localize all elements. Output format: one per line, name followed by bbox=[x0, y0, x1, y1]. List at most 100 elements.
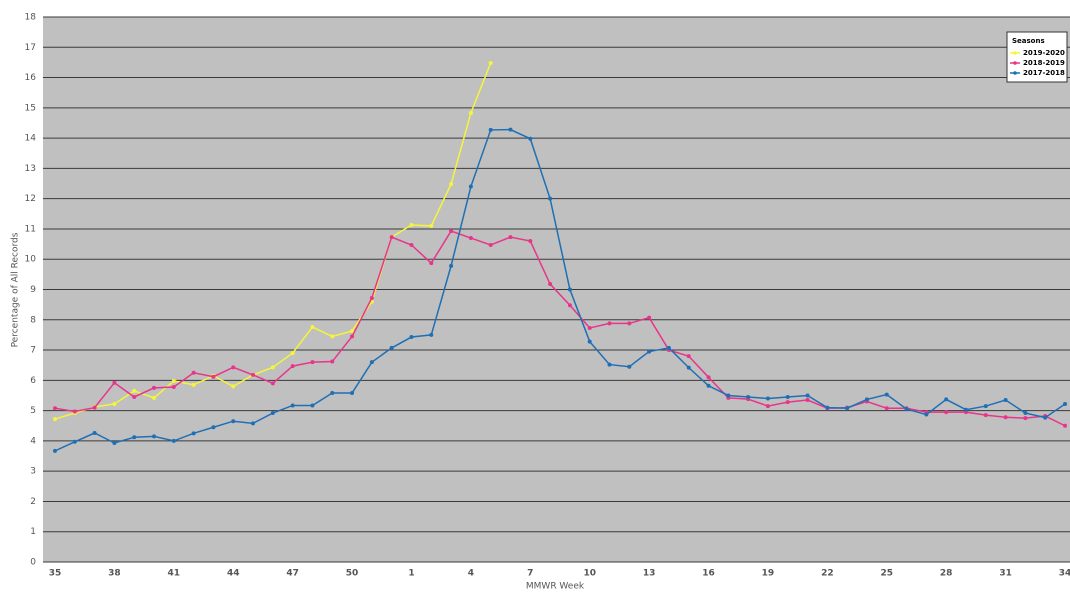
data-point bbox=[152, 395, 157, 400]
y-tick-label: 3 bbox=[30, 467, 36, 477]
x-tick-label: 22 bbox=[821, 569, 834, 579]
data-point bbox=[449, 263, 454, 268]
data-point bbox=[528, 136, 533, 141]
data-point bbox=[607, 321, 612, 326]
legend-label: 2019-2020 bbox=[1023, 49, 1065, 57]
data-point bbox=[1063, 401, 1067, 406]
data-point bbox=[231, 365, 236, 370]
data-point bbox=[567, 287, 572, 292]
x-tick-label: 25 bbox=[880, 569, 893, 579]
data-point bbox=[350, 328, 355, 333]
data-point bbox=[92, 431, 97, 436]
y-tick-label: 13 bbox=[25, 164, 36, 174]
data-point bbox=[389, 345, 394, 350]
y-tick-label: 15 bbox=[25, 103, 36, 113]
data-point bbox=[1003, 398, 1008, 403]
data-point bbox=[963, 407, 968, 412]
data-point bbox=[191, 382, 196, 387]
data-point bbox=[350, 334, 355, 339]
data-point bbox=[152, 385, 157, 390]
y-tick-label: 16 bbox=[25, 73, 37, 83]
x-tick-label: 50 bbox=[346, 569, 359, 579]
x-tick-label: 41 bbox=[168, 569, 181, 579]
data-point bbox=[132, 435, 137, 440]
data-point bbox=[191, 431, 196, 436]
data-point bbox=[983, 404, 988, 409]
data-point bbox=[310, 325, 315, 330]
data-point bbox=[587, 339, 592, 344]
y-axis-label: Percentage of All Records bbox=[11, 232, 21, 347]
data-point bbox=[429, 223, 434, 228]
data-point bbox=[548, 282, 553, 287]
data-point bbox=[72, 439, 77, 444]
data-point bbox=[765, 396, 770, 401]
x-tick-label: 44 bbox=[227, 569, 240, 579]
data-point bbox=[924, 412, 929, 417]
data-point bbox=[983, 413, 988, 418]
data-point bbox=[112, 441, 117, 446]
data-point bbox=[884, 392, 889, 397]
y-tick-label: 8 bbox=[30, 315, 36, 325]
data-point bbox=[290, 364, 295, 369]
data-point bbox=[785, 400, 790, 405]
legend-label: 2018-2019 bbox=[1023, 59, 1065, 67]
data-point bbox=[270, 365, 275, 370]
data-point bbox=[369, 295, 374, 300]
y-tick-label: 1 bbox=[30, 527, 36, 537]
y-tick-label: 18 bbox=[25, 13, 37, 23]
y-tick-label: 0 bbox=[30, 558, 36, 568]
data-point bbox=[1063, 423, 1067, 428]
x-tick-label: 34 bbox=[1059, 569, 1070, 579]
data-point bbox=[330, 334, 335, 339]
x-tick-label: 47 bbox=[286, 569, 299, 579]
data-point bbox=[369, 360, 374, 365]
data-point bbox=[488, 127, 493, 132]
data-point bbox=[686, 365, 691, 370]
data-point bbox=[251, 421, 256, 426]
data-point bbox=[132, 388, 137, 393]
y-tick-label: 10 bbox=[25, 255, 37, 265]
data-point bbox=[647, 315, 652, 320]
legend-label: 2017-2018 bbox=[1023, 69, 1065, 77]
data-point bbox=[845, 406, 850, 411]
y-tick-label: 9 bbox=[30, 285, 36, 295]
data-point bbox=[805, 398, 810, 403]
data-point bbox=[587, 325, 592, 330]
data-point bbox=[429, 332, 434, 337]
y-tick-label: 17 bbox=[25, 43, 36, 53]
legend-marker bbox=[1013, 61, 1017, 65]
x-tick-label: 19 bbox=[762, 569, 775, 579]
data-point bbox=[468, 236, 473, 241]
x-tick-label: 38 bbox=[108, 569, 121, 579]
data-point bbox=[112, 380, 117, 385]
data-point bbox=[112, 401, 117, 406]
y-tick-label: 14 bbox=[25, 134, 37, 144]
data-point bbox=[330, 359, 335, 364]
data-point bbox=[1043, 415, 1048, 420]
data-point bbox=[825, 405, 830, 410]
data-point bbox=[231, 384, 236, 389]
data-point bbox=[944, 410, 949, 415]
data-point bbox=[92, 405, 97, 410]
data-point bbox=[270, 381, 275, 386]
data-point bbox=[706, 383, 711, 388]
x-tick-label: 13 bbox=[643, 569, 656, 579]
data-point bbox=[409, 242, 414, 247]
data-point bbox=[706, 375, 711, 380]
data-point bbox=[290, 351, 295, 356]
data-point bbox=[548, 196, 553, 201]
data-point bbox=[468, 184, 473, 189]
data-point bbox=[508, 127, 513, 132]
legend-marker bbox=[1013, 71, 1017, 75]
x-tick-label: 7 bbox=[527, 569, 533, 579]
data-point bbox=[627, 364, 632, 369]
data-point bbox=[72, 409, 77, 414]
x-tick-label: 31 bbox=[999, 569, 1012, 579]
data-point bbox=[785, 394, 790, 399]
data-point bbox=[488, 242, 493, 247]
data-point bbox=[666, 345, 671, 350]
data-point bbox=[647, 349, 652, 354]
data-point bbox=[152, 434, 157, 439]
